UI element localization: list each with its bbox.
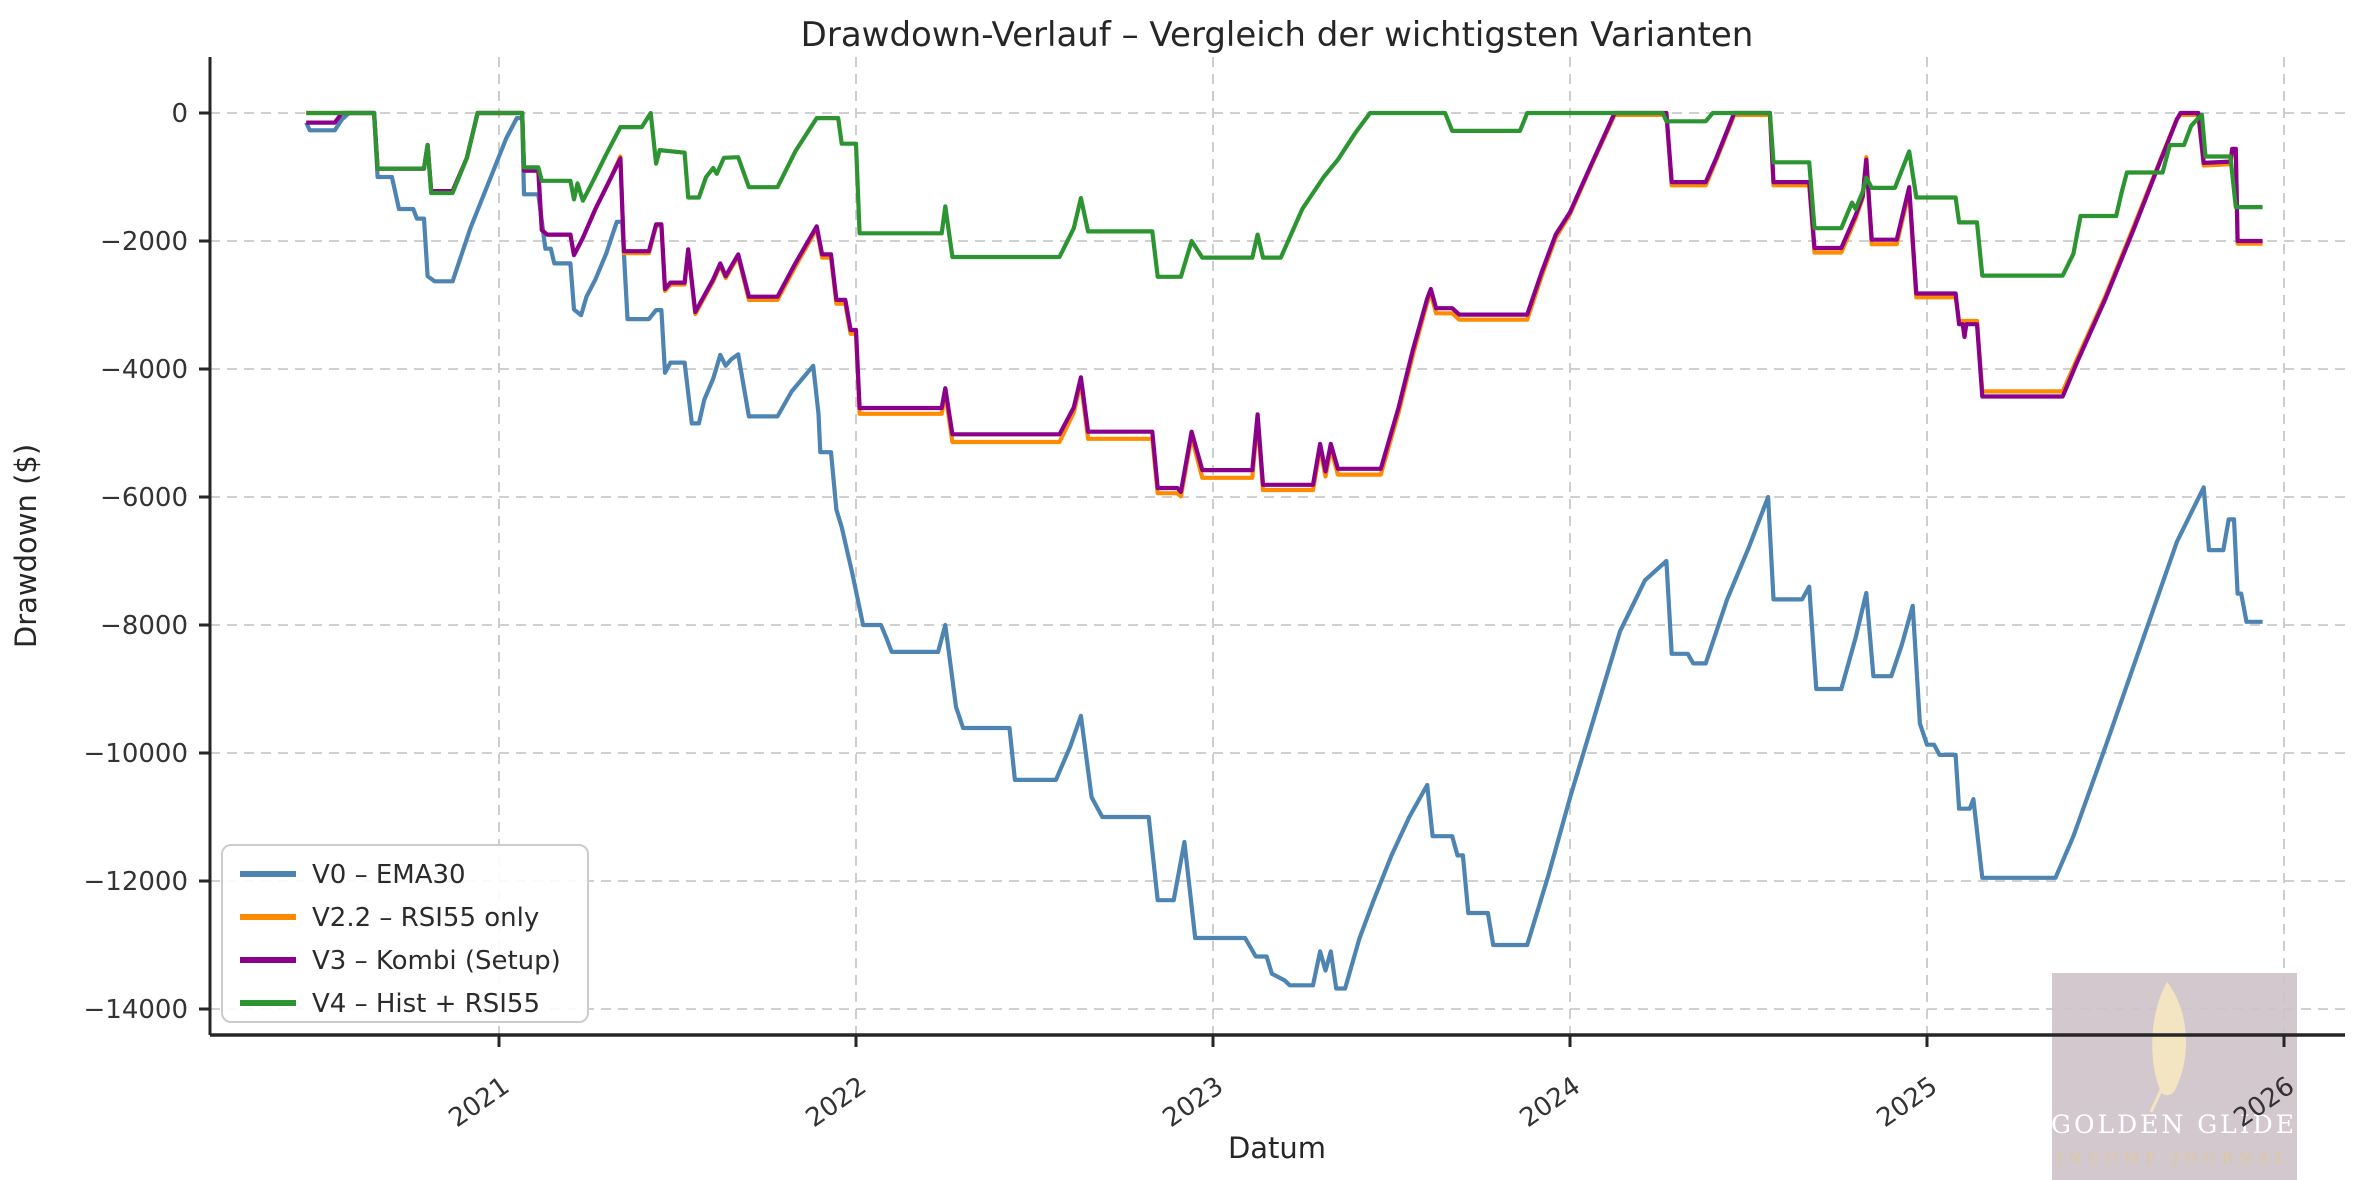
y-tick-label--6000: −6000 [100,483,188,513]
x-axis-label: Datum [1228,1131,1326,1165]
x-tick-label-2022: 2022 [801,1071,872,1134]
series-line-v4 [306,110,2263,279]
legend-label-v0: V0 – EMA30 [312,860,466,890]
x-tick-label-2023: 2023 [1158,1071,1229,1134]
y-tick-label--14000: −14000 [84,995,189,1025]
legend-label-v2-2: V2.2 – RSI55 only [312,903,539,933]
watermark: GOLDEN GLIDE INCOME JOURNAL [2051,973,2297,1180]
x-tick-label-2024: 2024 [1515,1071,1586,1134]
series-line-v3 [306,110,2263,494]
chart-title: Drawdown-Verlauf – Vergleich der wichtig… [801,15,1754,55]
x-tick-label-2021: 2021 [444,1071,515,1134]
series-layer [304,110,2263,991]
y-tick-label--12000: −12000 [84,867,189,897]
x-tick-label-2025: 2025 [1872,1071,1943,1134]
legend: V0 – EMA30 V2.2 – RSI55 only V3 – Kombi … [221,844,589,1023]
feather-icon [2152,982,2187,1096]
legend-label-v4: V4 – Hist + RSI55 [312,989,540,1019]
y-tick-label-0: 0 [171,99,188,129]
legend-box [221,844,589,1023]
watermark-subtitle: INCOME JOURNAL [2057,1149,2291,1167]
watermark-title: GOLDEN GLIDE [2051,1110,2297,1139]
feather-quill-stem [2149,991,2168,1113]
series-line-v0 [304,110,2263,991]
y-tick-label--8000: −8000 [100,611,188,641]
y-tick-label--2000: −2000 [100,227,188,257]
y-axis-label: Drawdown ($) [9,444,43,648]
y-tick-label--10000: −10000 [84,739,189,769]
grid-layer [210,57,2345,1035]
y-tick-label--4000: −4000 [100,355,188,385]
legend-label-v3: V3 – Kombi (Setup) [312,946,561,976]
